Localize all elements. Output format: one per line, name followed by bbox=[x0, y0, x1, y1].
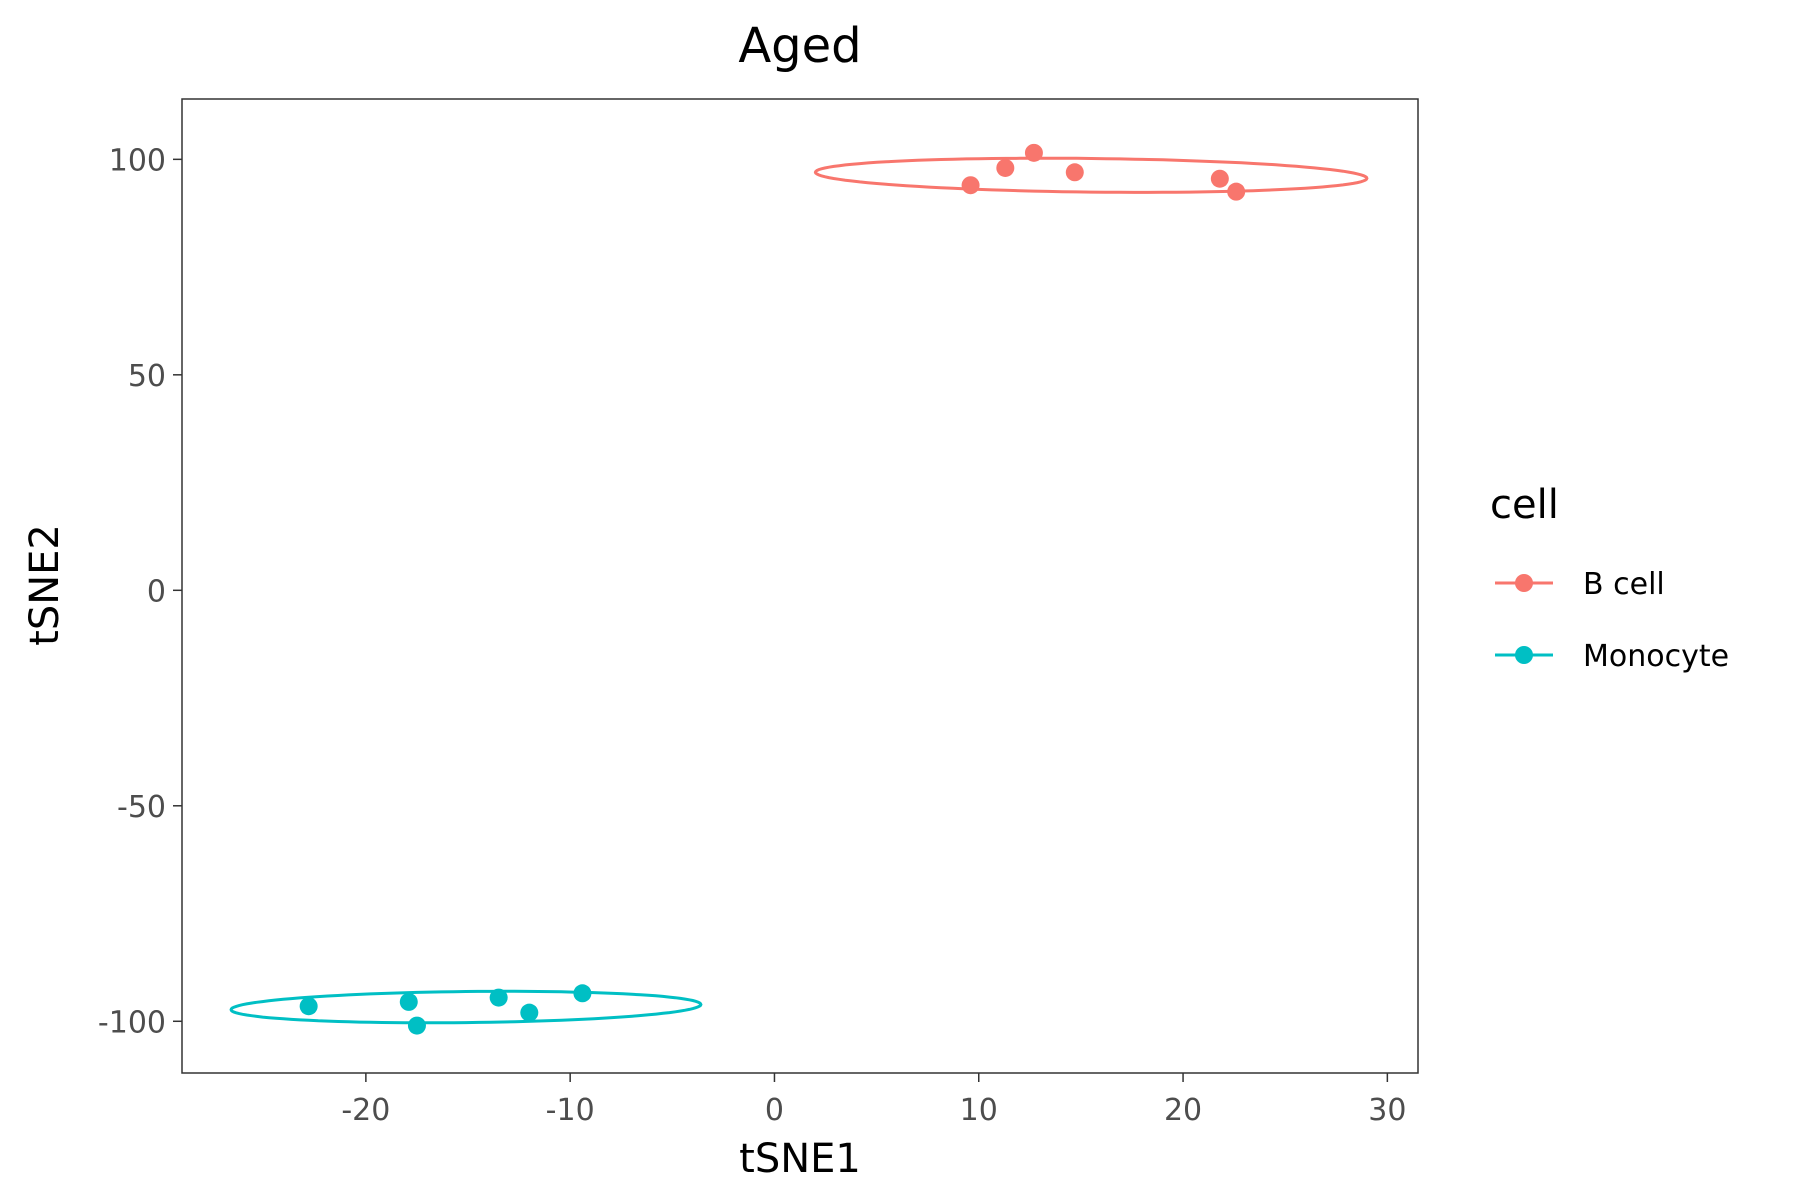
point-monocyte bbox=[407, 1016, 426, 1035]
point-monocyte bbox=[399, 992, 418, 1011]
point-b-cell bbox=[996, 158, 1015, 177]
y-tick-label: 50 bbox=[128, 359, 166, 394]
legend-label-b-cell: B cell bbox=[1583, 567, 1665, 602]
plot-panel-border bbox=[181, 98, 1419, 1074]
x-tick-label: -20 bbox=[341, 1093, 390, 1128]
legend-title: cell bbox=[1490, 482, 1559, 528]
point-monocyte bbox=[299, 997, 318, 1016]
point-b-cell bbox=[961, 176, 980, 195]
legend: cell B cell Monocyte bbox=[1490, 482, 1729, 674]
x-tick-label: 20 bbox=[1164, 1093, 1202, 1128]
point-monocyte bbox=[573, 984, 592, 1003]
x-tick-label: 0 bbox=[765, 1093, 784, 1128]
plot-area bbox=[229, 143, 1369, 1035]
legend-point-b-cell bbox=[1515, 574, 1533, 592]
y-tick-label: 0 bbox=[147, 574, 166, 609]
x-tick-label: 30 bbox=[1368, 1093, 1406, 1128]
x-axis-title: tSNE1 bbox=[739, 1136, 861, 1182]
x-tick-label: 10 bbox=[960, 1093, 998, 1128]
y-tick-label: -100 bbox=[98, 1005, 166, 1040]
point-monocyte bbox=[489, 988, 508, 1007]
point-b-cell bbox=[1227, 182, 1246, 201]
point-monocyte bbox=[520, 1003, 539, 1022]
ellipse-b-cell bbox=[813, 156, 1369, 194]
point-b-cell bbox=[1024, 143, 1043, 162]
x-tick-label: -10 bbox=[546, 1093, 595, 1128]
point-b-cell bbox=[1210, 169, 1229, 188]
y-tick-label: 100 bbox=[109, 143, 166, 178]
y-tick-label: -50 bbox=[117, 790, 166, 825]
chart-title: Aged bbox=[738, 18, 861, 74]
point-b-cell bbox=[1065, 163, 1084, 182]
legend-point-monocyte bbox=[1515, 646, 1533, 664]
legend-label-monocyte: Monocyte bbox=[1583, 639, 1729, 674]
y-axis-title: tSNE2 bbox=[22, 524, 68, 646]
